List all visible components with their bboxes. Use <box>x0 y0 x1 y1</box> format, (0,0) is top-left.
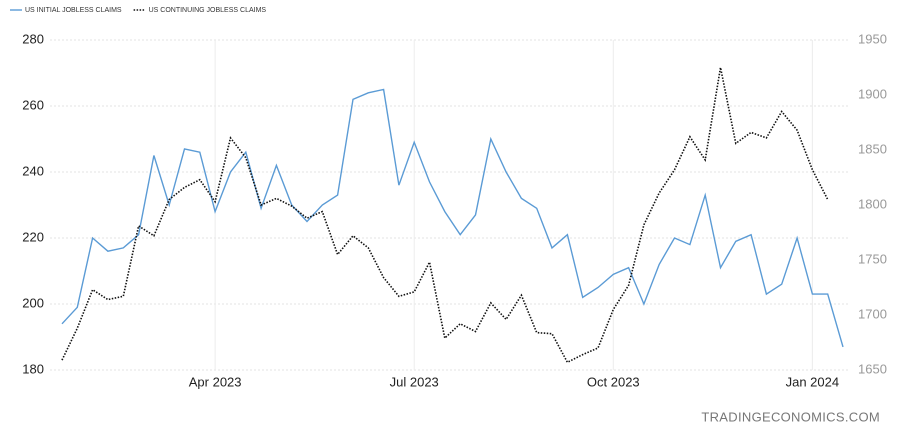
y-tick-label: 260 <box>22 97 44 112</box>
y-tick-label: 220 <box>22 229 44 244</box>
x-tick-label: Apr 2023 <box>189 374 242 389</box>
watermark: TRADINGECONOMICS.COM <box>701 409 880 424</box>
y2-tick-label: 1950 <box>858 31 887 46</box>
legend-label: US CONTINUING JOBLESS CLAIMS <box>149 7 267 14</box>
y2-tick-label: 1800 <box>858 196 887 211</box>
series-line <box>61 67 829 364</box>
legend-label: US INITIAL JOBLESS CLAIMS <box>25 7 122 14</box>
y2-tick-label: 1700 <box>858 306 887 321</box>
x-tick-label: Jul 2023 <box>390 374 439 389</box>
x-tick-label: Oct 2023 <box>587 374 640 389</box>
series-line <box>61 88 844 348</box>
y2-tick-label: 1750 <box>858 251 887 266</box>
y-tick-label: 280 <box>22 31 44 46</box>
y2-tick-label: 1650 <box>858 361 887 376</box>
y-tick-label: 240 <box>22 163 44 178</box>
y-tick-label: 200 <box>22 295 44 310</box>
y-tick-label: 180 <box>22 361 44 376</box>
x-tick-label: Jan 2024 <box>786 374 840 389</box>
y2-tick-label: 1900 <box>858 86 887 101</box>
y2-tick-label: 1850 <box>858 141 887 156</box>
